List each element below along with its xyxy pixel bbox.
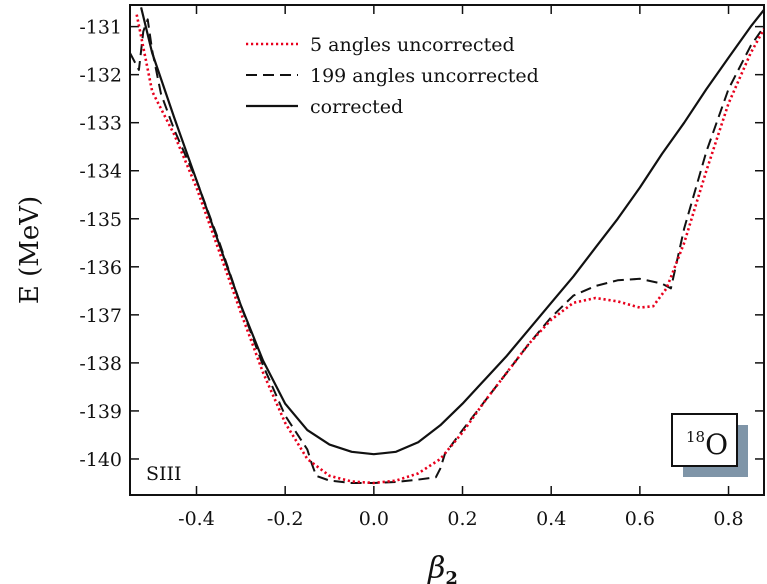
x-tick-label: 0.0 — [359, 508, 389, 530]
element-symbol: O — [705, 428, 728, 461]
x-tick-label: 0.6 — [625, 508, 655, 530]
y-tick-label: -135 — [79, 209, 122, 231]
axis-ticks: -131 -132 -133 -134 -135 -136 -137 -138 -139 -140… — [79, 5, 764, 530]
x-tick-label: 0.2 — [447, 508, 477, 530]
y-tick-label: -133 — [79, 113, 122, 135]
y-tick-label: -131 — [79, 17, 122, 39]
x-tick-label: 0.8 — [713, 508, 743, 530]
mass-number: 18 — [686, 428, 705, 446]
interaction-label: SIII — [146, 463, 182, 485]
y-tick-label: -134 — [79, 161, 122, 183]
legend: 5 angles uncorrected 199 angles uncorrect… — [246, 34, 539, 118]
series-line-dotted — [135, 14, 764, 485]
y-tick-label: -136 — [79, 257, 122, 279]
legend-label: 5 angles uncorrected — [310, 34, 515, 56]
y-axis-title: E (MeV) — [15, 196, 45, 304]
x-axis-title: β2 — [427, 551, 458, 584]
x-tick-label: -0.2 — [267, 508, 304, 530]
series-layer — [130, 7, 764, 485]
nucleus-box-frame — [671, 413, 738, 467]
legend-label: 199 angles uncorrected — [310, 65, 539, 87]
x-axis-symbol: β — [427, 551, 445, 584]
x-axis-subscript: 2 — [445, 568, 458, 584]
y-tick-label: -139 — [79, 401, 122, 423]
y-tick-label: -137 — [79, 305, 122, 327]
plot-area — [129, 4, 765, 496]
y-tick-label: -138 — [79, 353, 122, 375]
x-tick-label: -0.4 — [178, 508, 215, 530]
series-line-dashed — [130, 18, 764, 484]
nucleus-label: 18O — [686, 428, 728, 461]
nucleus-box: 18O — [671, 413, 748, 477]
y-tick-label: -140 — [79, 449, 122, 471]
y-tick-label: -132 — [79, 65, 122, 87]
legend-label: corrected — [310, 96, 403, 118]
x-tick-label: 0.4 — [536, 508, 566, 530]
